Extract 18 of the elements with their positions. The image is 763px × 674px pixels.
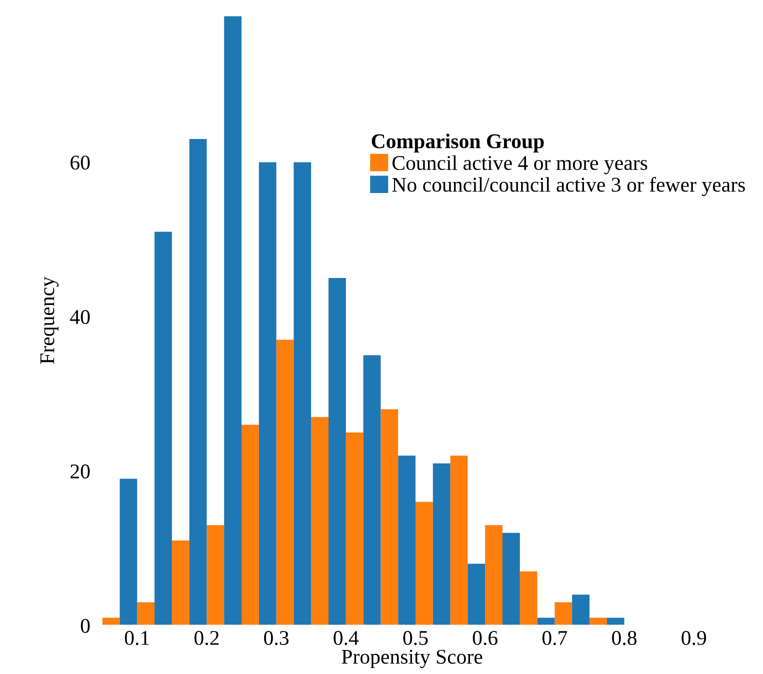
x-tick-label: 0.3 (264, 630, 289, 646)
legend-label: Council active 4 or more years (392, 155, 648, 174)
y-tick-label: 40 (70, 310, 90, 324)
legend-label: No council/council active 3 or fewer years (392, 176, 745, 196)
x-tick-label: 0.9 (682, 630, 706, 646)
x-axis-title: Propensity Score (342, 650, 482, 668)
legend-title: Comparison Group (372, 134, 544, 153)
x-tick-label: 0.2 (194, 630, 219, 646)
x-tick-label: 0.8 (612, 630, 637, 646)
y-tick-label: 20 (70, 464, 90, 478)
x-tick-label: 0.4 (334, 630, 359, 646)
x-tick-label: 0.7 (542, 630, 568, 646)
x-tick-label: 0.5 (403, 630, 428, 646)
y-axis-title: Frequency (40, 276, 59, 364)
x-tick-label: 0.1 (124, 630, 149, 646)
x-tick-label: 0.6 (472, 630, 498, 646)
y-tick-label: 0 (80, 618, 90, 633)
y-tick-label: 60 (70, 156, 90, 170)
